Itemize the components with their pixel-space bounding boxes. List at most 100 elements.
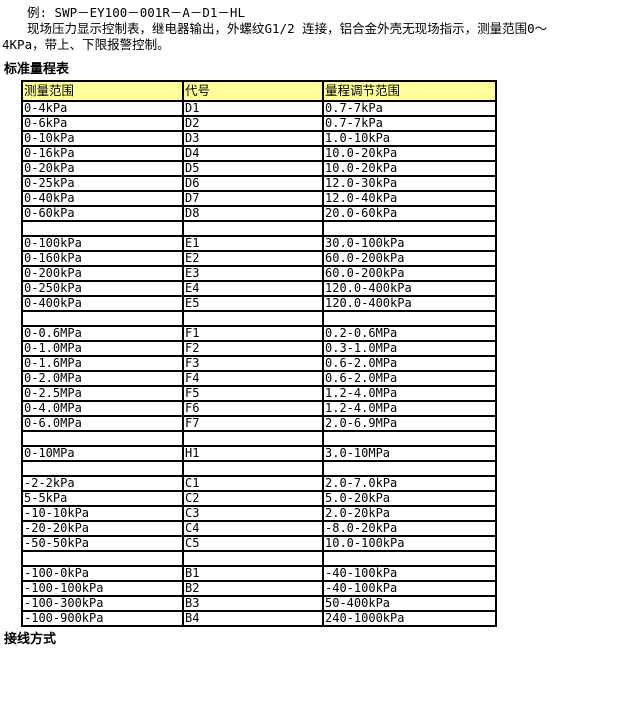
table-cell: D8 — [182, 205, 324, 222]
table-cell: F3 — [182, 355, 324, 372]
table-cell: 60.0-200kPa — [322, 265, 497, 282]
table-row: 0-25kPa D6 12.0-30kPa — [21, 175, 497, 192]
table-cell: D1 — [182, 100, 324, 117]
table-cell: -100-0kPa — [21, 565, 184, 582]
table-cell — [21, 430, 184, 447]
table-row: 0-200kPa E3 60.0-200kPa — [21, 265, 497, 282]
table-cell: 0-250kPa — [21, 280, 184, 297]
table-row: 0-1.0MPa F2 0.3-1.0MPa — [21, 340, 497, 357]
table-cell: D3 — [182, 130, 324, 147]
table-cell: E5 — [182, 295, 324, 312]
table-cell: 1.2-4.0MPa — [322, 385, 497, 402]
table-cell — [322, 460, 497, 477]
table-cell: 0-6.0MPa — [21, 415, 184, 432]
table-cell: 0-10MPa — [21, 445, 184, 462]
table-cell: B4 — [182, 610, 324, 627]
table-cell: 1.0-10kPa — [322, 130, 497, 147]
table-cell — [322, 310, 497, 327]
table-row: 0-100kPa E1 30.0-100kPa — [21, 235, 497, 252]
table-cell: 30.0-100kPa — [322, 235, 497, 252]
table-cell: 1.2-4.0MPa — [322, 400, 497, 417]
table-cell: E4 — [182, 280, 324, 297]
table-cell: H1 — [182, 445, 324, 462]
range-table-body: 0-4kPa D1 0.7-7kPa 0-6kPa D2 0.7-7kPa 0-10kPa D… — [21, 100, 497, 627]
table-row: 0-6kPa D2 0.7-7kPa — [21, 115, 497, 132]
table-cell: E1 — [182, 235, 324, 252]
table-cell: 12.0-40kPa — [322, 190, 497, 207]
table-row: 0-2.5MPa F5 1.2-4.0MPa — [21, 385, 497, 402]
table-cell — [182, 550, 324, 567]
table-cell: B2 — [182, 580, 324, 597]
table-cell: E2 — [182, 250, 324, 267]
table-row: 0-4kPa D1 0.7-7kPa — [21, 100, 497, 117]
table-cell: -40-100kPa — [322, 580, 497, 597]
table-cell: 50-400kPa — [322, 595, 497, 612]
table-row: 0-10kPa D3 1.0-10kPa — [21, 130, 497, 147]
table-cell: 240-1000kPa — [322, 610, 497, 627]
table-row: -100-100kPa B2 -40-100kPa — [21, 580, 497, 597]
table-row: 0-2.0MPa F4 0.6-2.0MPa — [21, 370, 497, 387]
table-cell: 0-4kPa — [21, 100, 184, 117]
table-cell: C2 — [182, 490, 324, 507]
intro-paragraph: 例: SWP－EY100－001R－A－D1－HL 现场压力显示控制表，继电器输… — [0, 0, 638, 53]
table-cell — [322, 430, 497, 447]
model-description-line-1: 现场压力显示控制表，继电器输出，外螺纹G1/2 连接，铝合金外壳无现场指示，测量… — [27, 21, 548, 36]
table-cell: 3.0-10MPa — [322, 445, 497, 462]
table-cell: 0-200kPa — [21, 265, 184, 282]
table-cell: 60.0-200kPa — [322, 250, 497, 267]
table-cell: 0-1.6MPa — [21, 355, 184, 372]
table-row: -100-900kPa B4 240-1000kPa — [21, 610, 497, 627]
table-cell: 0.2-0.6MPa — [322, 325, 497, 342]
table-cell: 0-4.0MPa — [21, 400, 184, 417]
table-cell — [182, 310, 324, 327]
table-cell: 0-400kPa — [21, 295, 184, 312]
table-cell: 0.7-7kPa — [322, 100, 497, 117]
table-cell: F1 — [182, 325, 324, 342]
table-cell: 0-2.5MPa — [21, 385, 184, 402]
table-row: 0-20kPa D5 10.0-20kPa — [21, 160, 497, 177]
table-cell: F4 — [182, 370, 324, 387]
table-row — [21, 220, 497, 237]
table-row: 0-16kPa D4 10.0-20kPa — [21, 145, 497, 162]
table-row: 0-160kPa E2 60.0-200kPa — [21, 250, 497, 267]
table-cell — [322, 550, 497, 567]
table-row: -50-50kPa C5 10.0-100kPa — [21, 535, 497, 552]
table-cell: 2.0-7.0kPa — [322, 475, 497, 492]
table-row: 0-10MPa H1 3.0-10MPa — [21, 445, 497, 462]
table-cell — [322, 220, 497, 237]
table-cell: D2 — [182, 115, 324, 132]
table-row: 0-400kPa E5 120.0-400kPa — [21, 295, 497, 312]
table-cell — [182, 220, 324, 237]
header-code: 代号 — [182, 80, 324, 102]
table-cell: 2.0-20kPa — [322, 505, 497, 522]
table-cell: 0.7-7kPa — [322, 115, 497, 132]
table-cell: 10.0-20kPa — [322, 160, 497, 177]
table-cell: -100-900kPa — [21, 610, 184, 627]
table-cell: F2 — [182, 340, 324, 357]
table-row: -10-10kPa C3 2.0-20kPa — [21, 505, 497, 522]
table-cell — [182, 430, 324, 447]
table-cell: 0-6kPa — [21, 115, 184, 132]
table-cell: 10.0-20kPa — [322, 145, 497, 162]
header-measuring-range: 测量范围 — [21, 80, 184, 102]
table-cell: -40-100kPa — [322, 565, 497, 582]
table-cell: -8.0-20kPa — [322, 520, 497, 537]
table-cell — [21, 310, 184, 327]
table-cell: C1 — [182, 475, 324, 492]
table-cell: 0-10kPa — [21, 130, 184, 147]
table-cell: 0-40kPa — [21, 190, 184, 207]
table-row: -100-300kPa B3 50-400kPa — [21, 595, 497, 612]
table-row: 0-250kPa E4 120.0-400kPa — [21, 280, 497, 297]
table-row: -100-0kPa B1 -40-100kPa — [21, 565, 497, 582]
table-row: -2-2kPa C1 2.0-7.0kPa — [21, 475, 497, 492]
table-cell: 0-1.0MPa — [21, 340, 184, 357]
table-cell — [21, 460, 184, 477]
table-header-row: 测量范围 代号 量程调节范围 — [21, 80, 497, 102]
table-row: -20-20kPa C4 -8.0-20kPa — [21, 520, 497, 537]
table-row — [21, 430, 497, 447]
table-cell: -20-20kPa — [21, 520, 184, 537]
table-cell: 2.0-6.9MPa — [322, 415, 497, 432]
table-cell: 0-20kPa — [21, 160, 184, 177]
table-cell: D6 — [182, 175, 324, 192]
